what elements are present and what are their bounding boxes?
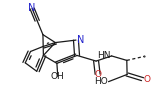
Text: O: O bbox=[94, 70, 101, 79]
Text: O: O bbox=[143, 75, 150, 84]
Text: N: N bbox=[77, 35, 84, 45]
Text: OH: OH bbox=[51, 72, 65, 81]
Text: HN: HN bbox=[97, 51, 111, 60]
Text: HO: HO bbox=[94, 77, 108, 86]
Text: N: N bbox=[28, 3, 36, 13]
